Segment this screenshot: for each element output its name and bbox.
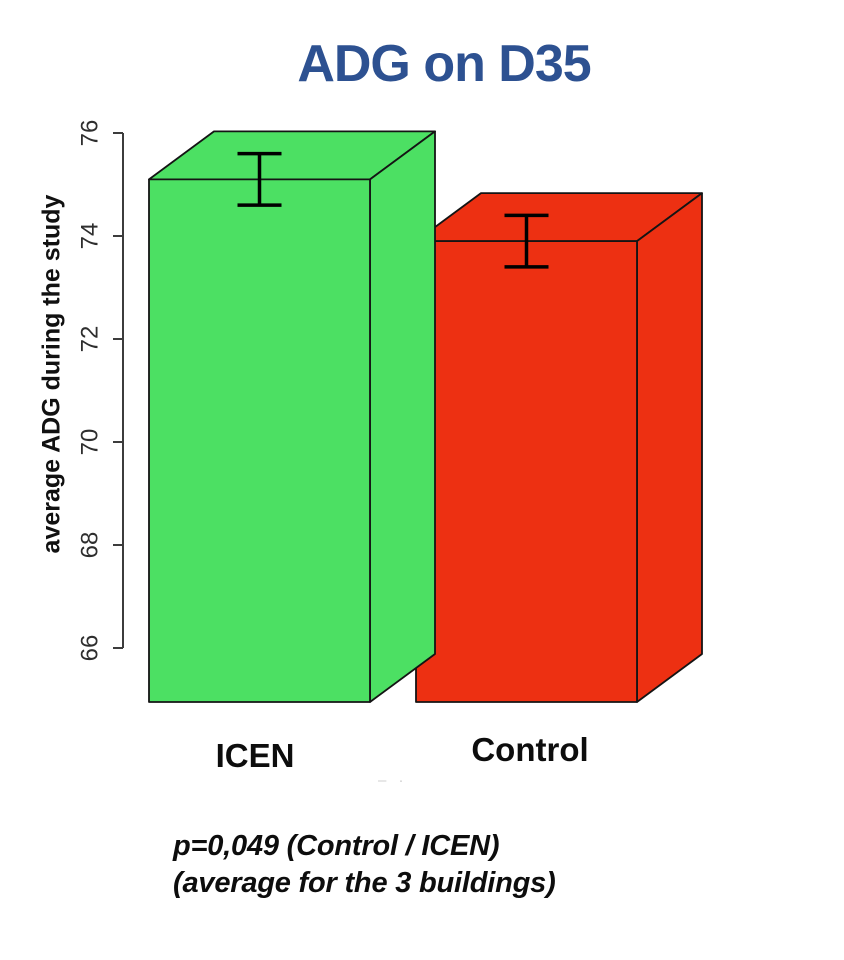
category-label-icen: ICEN — [215, 737, 295, 774]
p-value-note: p=0,049 (Control / ICEN) (average for th… — [173, 828, 556, 902]
p-value-subline: (average for the 3 buildings) — [173, 867, 556, 899]
bar-front-face — [415, 240, 638, 703]
error-bar-control — [504, 213, 549, 269]
y-tick-label: 72 — [77, 326, 104, 353]
y-tick-label: 68 — [77, 532, 104, 559]
bar-front-face — [148, 178, 371, 703]
page-title: ADG on D35 — [297, 35, 591, 93]
category-label-control: Control — [471, 731, 589, 768]
y-tick-label: 70 — [77, 429, 104, 456]
bar-side-face — [369, 130, 436, 703]
y-tick-label: 66 — [77, 635, 104, 662]
y-tick-label: 74 — [77, 223, 104, 250]
p-value-line: p=0,049 (Control / ICEN) — [173, 830, 500, 862]
y-axis: 66 68 70 72 74 76 — [77, 120, 124, 662]
bar-control — [415, 192, 703, 703]
bar-icen — [148, 130, 436, 703]
bar-side-face — [636, 192, 703, 703]
y-axis-title: average ADG during the study — [37, 194, 66, 554]
error-bar-icen — [237, 151, 282, 207]
artifact-text: – · — [378, 772, 408, 789]
y-tick-label: 76 — [77, 120, 104, 147]
